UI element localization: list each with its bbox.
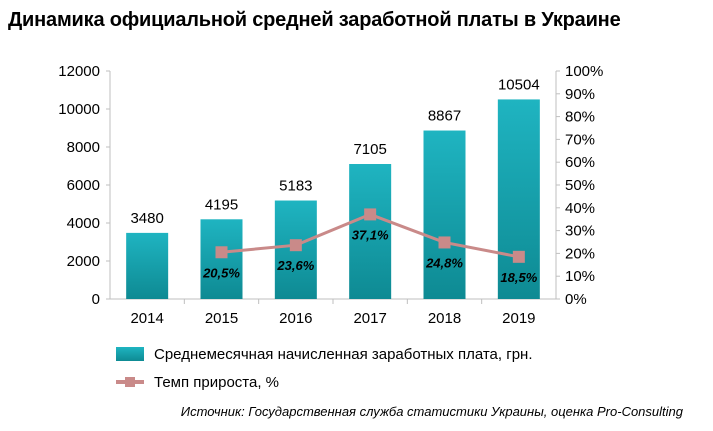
x-tick-label: 2015 [205,310,238,327]
growth-labels: 20,5% 23,6% 37,1% 24,8% 18,5% [202,227,538,284]
y-left-tick-label: 2000 [67,253,100,270]
y-left-tick-label: 12000 [58,63,100,80]
bar-labels: 3480 4195 5183 7105 8867 10504 [130,76,539,226]
chart-title: Динамика официальной средней заработной … [8,9,621,31]
growth-marker-2017 [364,208,377,221]
y-right-tick-label: 30% [565,223,595,240]
y-left-tick-label: 0 [92,291,100,308]
growth-value-label: 23,6% [276,258,314,273]
legend: Среднемесячная начисленная заработных пл… [116,340,533,396]
y-right-tick-label: 70% [565,131,595,148]
growth-marker-2016 [289,239,302,252]
bars [126,99,540,299]
y-right-tick-label: 0% [565,291,587,308]
legend-label-line: Темп прироста, % [154,373,280,391]
bar-value-label: 5183 [279,178,312,195]
y-right-tick-label: 60% [565,154,595,171]
y-left-tick-label: 8000 [67,139,100,156]
bar-2018 [423,130,466,299]
bar-value-label: 4195 [205,196,238,213]
y-right-tick-label: 20% [565,245,595,262]
y-right-tick-label: 40% [565,200,595,217]
growth-marker-2018 [438,236,451,249]
legend-label-bars: Среднемесячная начисленная заработных пл… [154,345,533,363]
y-right-tick-label: 10% [565,268,595,285]
bar-value-label: 7105 [353,141,386,158]
bar-2019 [497,99,540,299]
growth-marker-2019 [512,250,525,263]
bar-value-label: 3480 [130,210,163,227]
axes: 0 2000 4000 6000 8000 10000 12000 0% 10% 20% 30% 40… [58,63,603,327]
y-right-tick-label: 90% [565,86,595,103]
y-right-tick-label: 100% [565,63,603,80]
growth-value-label: 18,5% [500,270,537,285]
legend-swatch-line [116,375,144,389]
x-tick-label: 2017 [353,310,386,327]
y-left-tick-label: 4000 [67,215,100,232]
growth-value-label: 20,5% [202,265,240,280]
x-tick-label: 2019 [502,310,535,327]
growth-value-label: 24,8% [425,255,463,270]
source-note: Источник: Государственная служба статист… [180,404,683,419]
y-left-tick-label: 6000 [67,177,100,194]
bar-value-label: 8867 [428,108,461,125]
bar-value-label: 10504 [498,76,540,93]
y-right-tick-label: 50% [565,177,595,194]
x-tick-label: 2016 [279,310,312,327]
x-tick-label: 2014 [130,310,163,327]
growth-line [215,208,525,263]
x-tick-label: 2018 [428,310,461,327]
legend-item-bars: Среднемесячная начисленная заработных пл… [116,340,533,368]
growth-marker-2015 [215,246,228,259]
bar-2015 [200,219,243,299]
y-left-tick-label: 10000 [58,101,100,118]
legend-swatch-bars [116,347,144,361]
legend-item-line: Темп прироста, % [116,368,533,396]
bar-2017 [349,164,392,299]
y-right-tick-label: 80% [565,109,595,126]
bar-2014 [126,232,169,299]
growth-value-label: 37,1% [352,227,389,242]
